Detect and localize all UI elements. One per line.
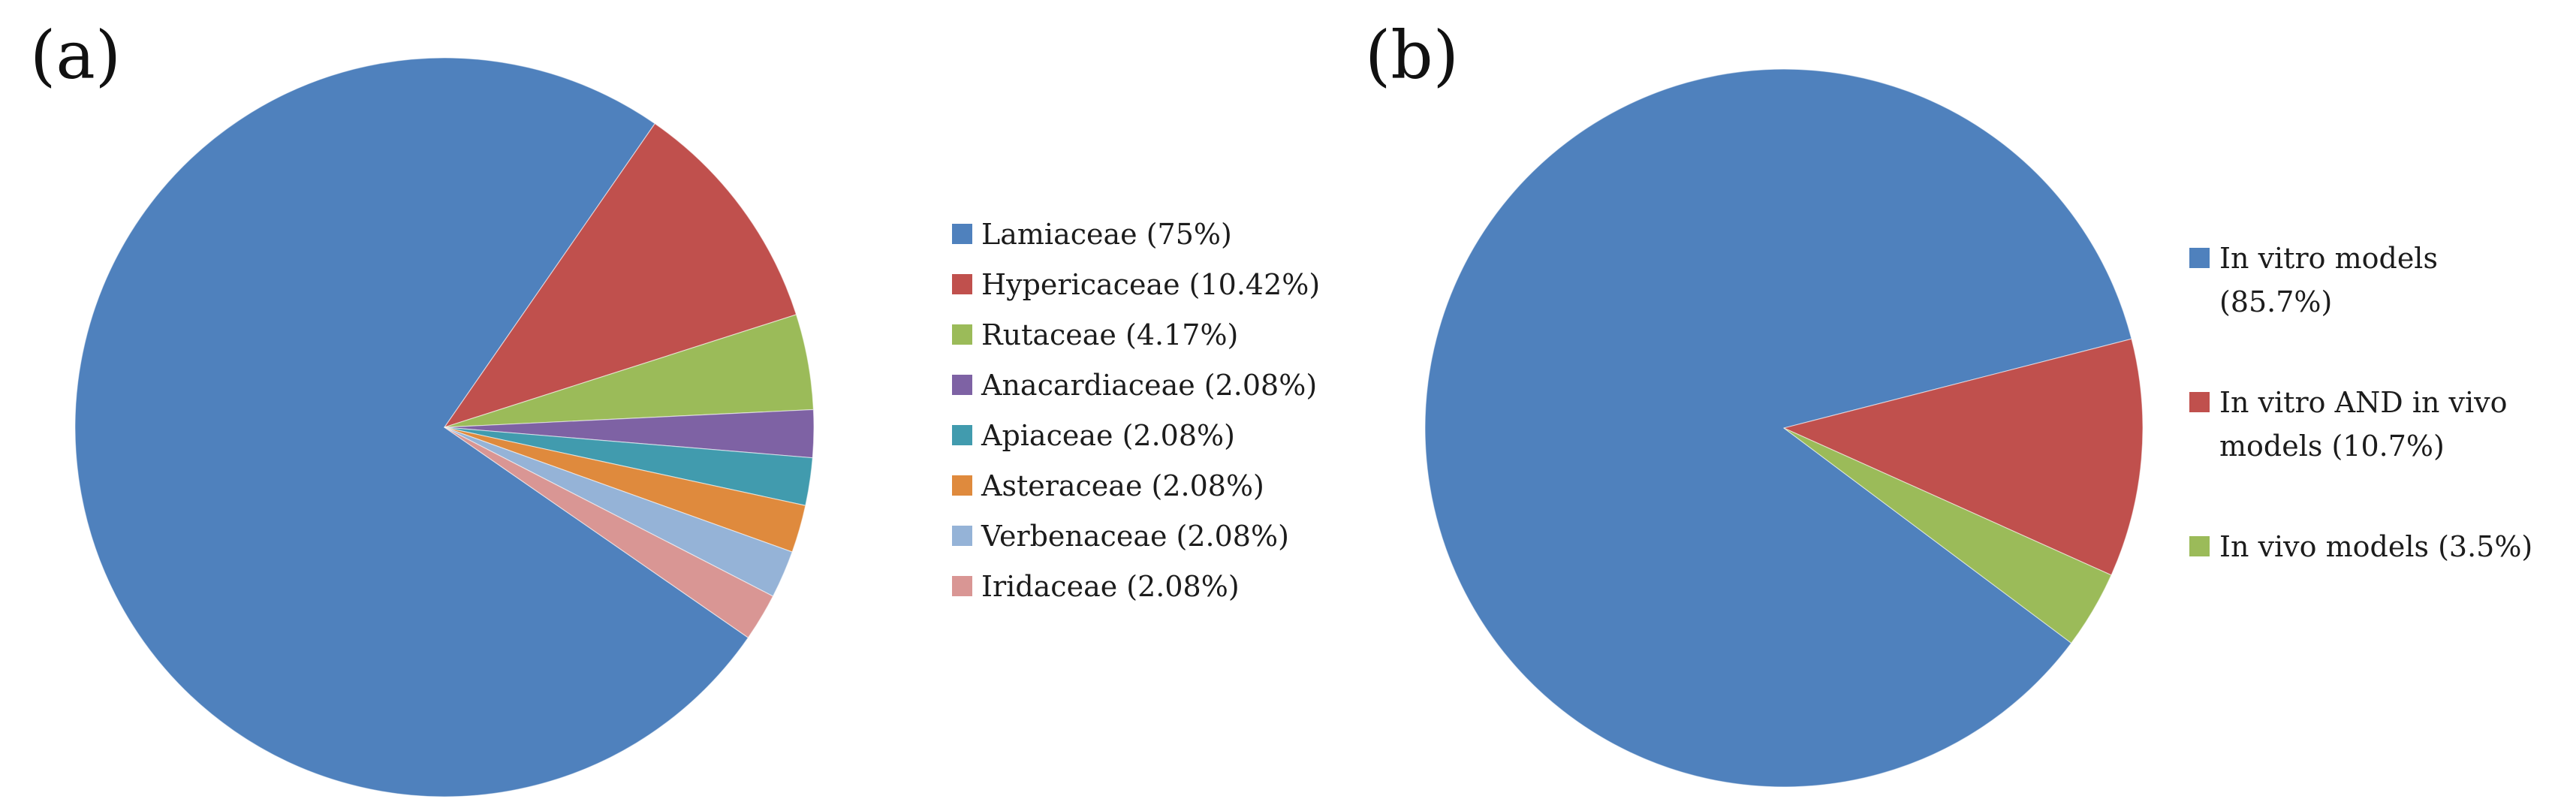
pie-svg (1425, 69, 2143, 787)
legend-swatch-lamiaceae (952, 224, 972, 244)
pie-slice-iridaceae (444, 427, 774, 638)
legend-label: Asteraceae (2.08%) (981, 469, 1264, 502)
legend-text: In vitro AND in vivo models (10.7%) (2219, 381, 2508, 468)
pie-slice-hypericaceae (444, 123, 797, 428)
pie-slice-lamiaceae (75, 58, 749, 797)
legend-swatch-in-vivo-models (2189, 536, 2210, 556)
legend-text: Hypericaceae (10.42%) (981, 268, 1320, 301)
legend-label: Verbenaceae (2.08%) (981, 519, 1289, 553)
legend-item-iridaceae: Iridaceae (2.08%) (952, 561, 1320, 611)
legend-item-hypericaceae: Hypericaceae (10.42%) (952, 259, 1320, 309)
legend-swatch-in-vitro-and-in-vivo-models (2189, 392, 2210, 412)
pie-svg (75, 58, 814, 797)
legend-text: Rutaceae (4.17%) (981, 318, 1238, 351)
legend-swatch-anacardiaceae (952, 375, 972, 395)
legend-swatch-hypericaceae (952, 274, 972, 294)
legend-label: models (10.7%) (2219, 430, 2445, 463)
legend-swatch-iridaceae (952, 576, 972, 596)
legend-b: In vitro models (85.7%) In vitro AND in vi… (2189, 237, 2532, 626)
legend-label: Hypericaceae (10.42%) (981, 267, 1321, 301)
legend-text: Verbenaceae (2.08%) (981, 520, 1289, 553)
pie-slice-in-vitro-and-in-vivo-models (1783, 338, 2143, 576)
pie-chart-b (1425, 69, 2143, 787)
legend-label: In vitro models (2219, 242, 2438, 275)
legend-text: Lamiaceae (75%) (981, 218, 1232, 251)
legend-a: Lamiaceae (75%) Hypericaceae (10.42%) Ruta… (952, 209, 1320, 611)
legend-label: In vivo models (3.5%) (2219, 530, 2533, 563)
legend-text: In vitro models (85.7%) (2219, 237, 2438, 324)
legend-item-in-vitro-models: In vitro models (85.7%) (2189, 237, 2532, 324)
legend-item-asteraceae: Asteraceae (2.08%) (952, 460, 1320, 511)
legend-item-verbenaceae: Verbenaceae (2.08%) (952, 511, 1320, 561)
legend-swatch-verbenaceae (952, 526, 972, 546)
panel-b-label: (b) (1365, 17, 1459, 94)
legend-label: In vitro AND in vivo (2219, 386, 2508, 419)
legend-text: Anacardiaceae (2.08%) (981, 369, 1317, 402)
legend-swatch-asteraceae (952, 475, 972, 496)
legend-label: (85.7%) (2219, 285, 2333, 318)
legend-text: In vivo models (3.5%) (2219, 525, 2532, 568)
pie-slice-in-vitro-models (1425, 69, 2132, 787)
legend-swatch-rutaceae (952, 324, 972, 345)
panel-a-label: (a) (30, 17, 122, 94)
legend-item-anacardiaceae: Anacardiaceae (2.08%) (952, 360, 1320, 410)
legend-label: Lamiaceae (75%) (981, 217, 1232, 251)
legend-swatch-apiaceae (952, 425, 972, 445)
legend-label: Apiaceae (2.08%) (981, 418, 1235, 452)
pie-chart-a (75, 58, 814, 797)
legend-item-rutaceae: Rutaceae (4.17%) (952, 309, 1320, 360)
legend-label: Rutaceae (4.17%) (981, 318, 1239, 351)
pie-slice-in-vivo-models (1783, 427, 2112, 644)
legend-label: Anacardiaceae (2.08%) (981, 368, 1318, 402)
legend-item-in-vivo-models: In vivo models (3.5%) (2189, 525, 2532, 568)
legend-item-in-vitro-and-in-vivo-models: In vitro AND in vivo models (10.7%) (2189, 381, 2532, 468)
legend-swatch-in-vitro-models (2189, 248, 2210, 268)
legend-label: Iridaceae (2.08%) (981, 569, 1240, 603)
legend-item-apiaceae: Apiaceae (2.08%) (952, 410, 1320, 460)
legend-text: Asteraceae (2.08%) (981, 469, 1264, 502)
legend-text: Iridaceae (2.08%) (981, 570, 1240, 603)
legend-text: Apiaceae (2.08%) (981, 419, 1235, 452)
legend-item-lamiaceae: Lamiaceae (75%) (952, 209, 1320, 259)
